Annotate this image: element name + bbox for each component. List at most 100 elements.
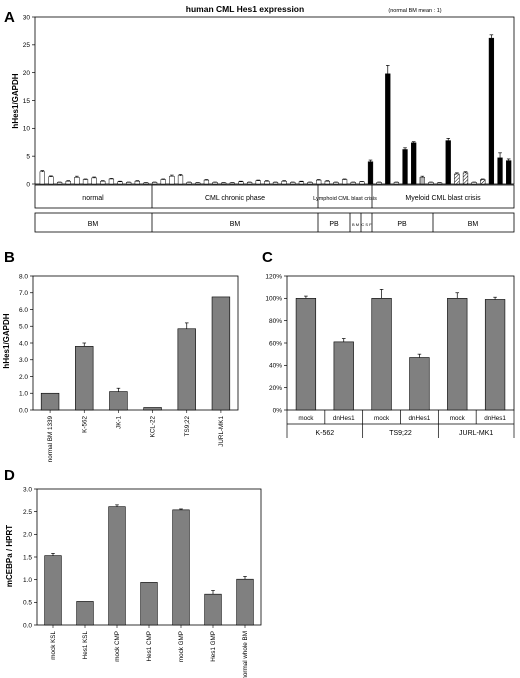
chart-c-category-label: dnHes1 [333,415,355,422]
chart-a-ytick-label: 0 [26,181,30,188]
chart-d-xtick-label: Hes1 CMP [146,631,153,661]
panel-label-b: B [4,249,15,266]
chart-c-ytick-label: 60% [269,340,282,347]
chart-a-bar [143,182,149,185]
chart-c-ytick-label: 20% [269,385,282,392]
chart-c-axes: 0% 20% 40% 60% 80% 100% 120% mock dnHes1 mock dnHe… [265,273,515,438]
chart-d-ytick-label: 2.0 [23,532,32,539]
chart-b-bar [40,392,60,411]
group-normal: normal [82,195,104,202]
chart-a-bar [100,180,106,185]
chart-a-ytick-label: 30 [23,14,31,21]
chart-b-ytick-label: 3.0 [19,357,28,364]
tissue-chronic-bm: BM [230,221,241,228]
chart-a-bar [56,182,63,185]
chart-b-ytick-label: 5.0 [19,324,28,331]
chart-d-bars [44,504,254,626]
chart-a-bar [307,182,313,185]
chart-a-ytick-label: 15 [23,98,31,105]
tissue-lymphoid-csf: C S F [361,222,372,227]
chart-c-category-label: mock [450,415,466,422]
chart-c-ytick-label: 120% [265,273,282,280]
chart-a-bar [376,182,382,185]
chart-a-bar [298,181,305,185]
chart-a-bar [471,182,477,185]
chart-c-bar [409,357,430,411]
chart-a-bar [290,182,296,185]
chart-a-bar [186,182,192,185]
chart-a-bar [151,182,158,185]
chart-a-subtitle: (normal BM mean : 1) [388,8,441,14]
chart-a-bar [160,179,166,185]
chart-b-plot-frame [32,275,239,411]
chart-b-xtick-label: KCL-22 [150,416,157,438]
chart-a-bar [488,37,495,185]
chart-a-bar [82,179,89,185]
chart-a-axes: 0 5 10 15 20 25 30 [23,14,515,188]
chart-b-bar [75,346,94,411]
chart-a-bar [264,180,270,185]
chart-d-xtick-label: mock KSL [50,631,57,660]
chart-d-ytick-label: 3.0 [23,486,32,493]
chart-a-bar [281,180,287,185]
chart-c-group-label: K-562 [315,430,334,437]
chart-a-ylabel: hHes1/GAPDH [11,73,20,128]
chart-d-ytick-label: 1.5 [23,554,32,561]
chart-b-ytick-label: 6.0 [19,307,28,314]
chart-d-ytick-label: 2.5 [23,509,32,516]
chart-b-ytick-label: 8.0 [19,273,28,280]
chart-a-bar [246,182,253,185]
chart-d-xtick-label: Hes1 GMP [210,631,217,662]
chart-b-xtick-label: K-562 [81,416,88,433]
chart-a-bar [221,182,227,185]
chart-a-bar [436,182,443,185]
chart-b-ylabel: hHes1/GAPDH [2,313,11,368]
group-myeloid-bc: Myeloid CML blast crisis [405,195,481,202]
chart-c-bar [333,341,354,411]
panel-d: D mCEBPa / HPRT 0.0 0.5 1.0 1.5 2.0 2.5 3.0 moc… [4,467,262,678]
chart-a-bar [359,181,365,185]
chart-a-bar [126,182,132,185]
chart-a-bars [39,34,512,185]
chart-c-bars [295,289,506,411]
chart-a-group-table: normal CML chronic phase Lymphoid CML bl… [34,184,515,233]
chart-c-ytick-label: 0% [273,407,283,414]
chart-a-bar [316,179,322,185]
chart-a-bar [367,161,374,185]
panel-label-c: C [262,249,273,266]
chart-a-ytick-label: 10 [23,126,31,133]
panel-b: B hHes1/GAPDH 0.0 1.0 2.0 3.0 4.0 5.0 6.0 7.0 8.… [2,249,239,462]
chart-d-bar [204,593,222,626]
panel-label-d: D [4,467,15,484]
chart-a-bar [48,176,54,185]
chart-a-title: human CML Hes1 expression [186,4,304,14]
chart-a-bar [39,171,45,185]
chart-c-plot-frame [286,275,515,411]
chart-c-bar [295,298,317,411]
panel-c: C 0% 20% 40% 60% 80% 100% 120% mock dnHes1 mock dn… [262,249,515,438]
chart-c-bar [484,299,506,411]
chart-a-bar [117,181,123,185]
chart-c-category-label: mock [298,415,314,422]
chart-a-bar [195,182,201,185]
chart-a-bar [177,175,184,185]
chart-b-bar [109,391,128,411]
chart-c-group-label: TS9;22 [389,430,412,437]
chart-a-bar [255,180,261,185]
tissue-lymphoid-pb: PB [329,221,339,228]
chart-a-bar [91,177,97,185]
chart-a-bar [272,182,279,185]
tissue-myeloid-bm: BM [468,221,479,228]
chart-a-bar [393,182,400,185]
chart-c-category-label: dnHes1 [484,415,506,422]
chart-d-xtick-label: mock GMP [178,631,185,662]
chart-a-bar [65,180,71,185]
tissue-lymphoid-bm: B M [352,222,359,227]
panel-label-a: A [4,9,15,26]
chart-d-ylabel: mCEBPa / HPRT [5,525,14,587]
group-lymphoid-bc: Lymphoid CML blast crisis [313,196,377,202]
chart-a-bar [411,142,417,185]
chart-d-bar [108,506,126,626]
tissue-myeloid-pb: PB [397,221,407,228]
